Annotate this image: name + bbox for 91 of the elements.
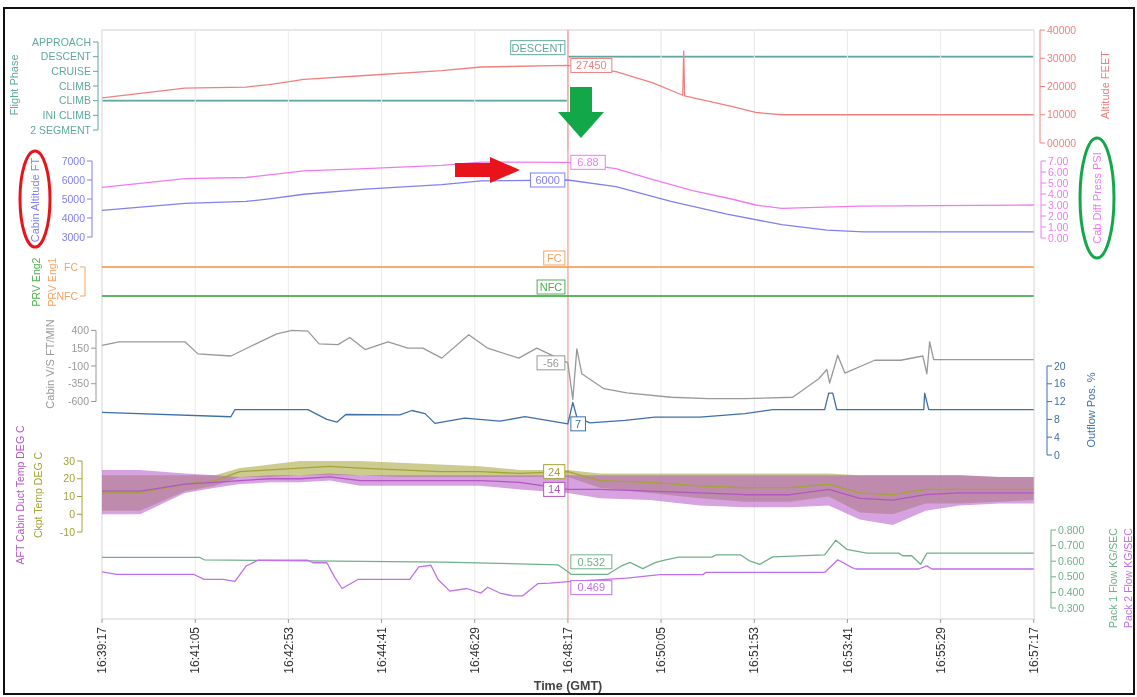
y2-tick-label: 00000 bbox=[1047, 136, 1077, 149]
y2-tick-label: 0.700 bbox=[1058, 539, 1085, 552]
y-tick-label: 5000 bbox=[61, 192, 86, 205]
y2-axis-title: Cab Diff Press PSI bbox=[1090, 152, 1103, 244]
x-tick-label: 16:46:29 bbox=[467, 626, 482, 674]
y2-tick-label: 0.500 bbox=[1058, 570, 1085, 583]
y-tick-label: 4000 bbox=[61, 211, 86, 224]
y-tick-label: INI CLIMB bbox=[42, 109, 91, 122]
text: Ckpt Temp DEG C bbox=[31, 451, 44, 539]
y2-axis-title: Altitude FEET bbox=[1098, 50, 1111, 119]
y2-tick-label: 12 bbox=[1054, 395, 1066, 408]
y-axis-title: Cabin Altitude FT bbox=[28, 157, 41, 243]
x-tick-label: 16:44:41 bbox=[374, 626, 389, 674]
data-label: 14 bbox=[548, 483, 561, 496]
text: AFT Cabin Duct Temp DEG C bbox=[13, 425, 26, 565]
y-tick-label: 400 bbox=[71, 324, 90, 337]
y-axis-title: Flight Phase bbox=[7, 54, 20, 116]
data-label: 24 bbox=[548, 465, 561, 478]
y-tick-label: 20 bbox=[63, 472, 76, 485]
y2-tick-label: 10000 bbox=[1047, 108, 1077, 121]
x-tick-label: 16:42:53 bbox=[281, 626, 296, 674]
x-tick-label: 16:48:17 bbox=[561, 626, 576, 674]
x-axis-title: Time (GMT) bbox=[533, 679, 603, 693]
y2-tick-label: 8 bbox=[1054, 413, 1060, 426]
y2-tick-label: 3.00 bbox=[1048, 198, 1069, 211]
data-label: FC bbox=[546, 251, 562, 264]
x-tick-label: 16:55:29 bbox=[933, 626, 948, 674]
y-tick-label: 0 bbox=[69, 507, 76, 520]
y2-tick-label: 0.300 bbox=[1058, 601, 1085, 614]
y-tick-label: DESCENT bbox=[40, 50, 92, 63]
y2-tick-label: 0 bbox=[1054, 448, 1060, 461]
y-tick-label: -10 bbox=[59, 525, 76, 538]
y-tick-label: APPROACH bbox=[32, 35, 91, 48]
y2-tick-label: 16 bbox=[1054, 377, 1066, 390]
y2-axis-title: Outflow Pos. % bbox=[1084, 372, 1097, 448]
data-label: -56 bbox=[542, 356, 559, 369]
y-tick-label: 2 SEGMENT bbox=[30, 123, 92, 136]
y-tick-label: 7000 bbox=[61, 154, 86, 167]
y-tick-label: NFC bbox=[56, 289, 79, 302]
y2-tick-label: 0.400 bbox=[1058, 586, 1085, 599]
line-series bbox=[101, 329, 1035, 401]
data-label: 27450 bbox=[576, 59, 607, 72]
y-tick-label: 6000 bbox=[61, 173, 86, 186]
y2-tick-label: 40000 bbox=[1047, 23, 1077, 36]
x-tick-label: 16:51:53 bbox=[747, 626, 762, 674]
data-label: 0.532 bbox=[577, 555, 606, 568]
y-tick-label: CRUISE bbox=[51, 65, 91, 78]
y2-tick-label: 5.00 bbox=[1048, 176, 1069, 189]
y-tick-label: 10 bbox=[63, 490, 76, 503]
y2-tick-label: 2.00 bbox=[1048, 209, 1069, 222]
data-label: 0.469 bbox=[577, 581, 606, 594]
y2-tick-label: 1.00 bbox=[1048, 220, 1069, 233]
text: PRV Eng2 bbox=[29, 257, 42, 307]
data-label: 6.88 bbox=[577, 156, 599, 169]
x-tick-label: 16:39:17 bbox=[95, 626, 110, 674]
y-axis-title: Cabin V/S FT/MIN bbox=[43, 319, 56, 409]
text: Pack 1 Flow KG/SEC bbox=[1106, 527, 1119, 628]
line-series bbox=[101, 50, 1035, 116]
text: PRV Eng1 bbox=[45, 257, 58, 307]
y-tick-label: 150 bbox=[71, 341, 90, 354]
x-tick-label: 16:41:05 bbox=[188, 626, 203, 674]
x-tick-label: 16:53:41 bbox=[840, 626, 855, 674]
x-tick-label: 16:50:05 bbox=[654, 626, 669, 674]
y2-tick-label: 4 bbox=[1054, 430, 1060, 443]
y2-tick-label: 0.800 bbox=[1058, 523, 1085, 536]
y2-tick-label: 0.00 bbox=[1048, 231, 1069, 244]
y2-tick-label: 7.00 bbox=[1048, 154, 1069, 167]
line-series bbox=[101, 465, 1035, 496]
line-series bbox=[101, 559, 1035, 597]
data-label: NFC bbox=[539, 280, 563, 293]
y-tick-label: 3000 bbox=[61, 230, 86, 243]
y-tick-label: FC bbox=[64, 260, 79, 273]
y-tick-label: 30 bbox=[63, 454, 76, 467]
data-label: 7 bbox=[575, 417, 582, 430]
y2-tick-label: 6.00 bbox=[1048, 165, 1069, 178]
x-tick-label: 16:57:17 bbox=[1026, 626, 1041, 674]
y2-tick-label: 4.00 bbox=[1048, 187, 1069, 200]
y-tick-label: -100 bbox=[67, 359, 90, 372]
text: Pack 2 Flow KG/SEC bbox=[1121, 527, 1134, 628]
data-label: 6000 bbox=[535, 173, 560, 186]
y-tick-label: -600 bbox=[67, 395, 90, 408]
line-series bbox=[101, 539, 1035, 575]
data-label: DESCENT bbox=[511, 41, 565, 54]
y2-tick-label: 20000 bbox=[1047, 80, 1077, 93]
y-tick-label: CLIMB bbox=[58, 79, 91, 92]
y2-tick-label: 30000 bbox=[1047, 51, 1077, 64]
y2-tick-label: 0.600 bbox=[1058, 554, 1085, 567]
y2-tick-label: 20 bbox=[1054, 359, 1066, 372]
y-tick-label: -350 bbox=[67, 377, 90, 390]
y-tick-label: CLIMB bbox=[58, 94, 91, 107]
line-series bbox=[101, 476, 1035, 501]
